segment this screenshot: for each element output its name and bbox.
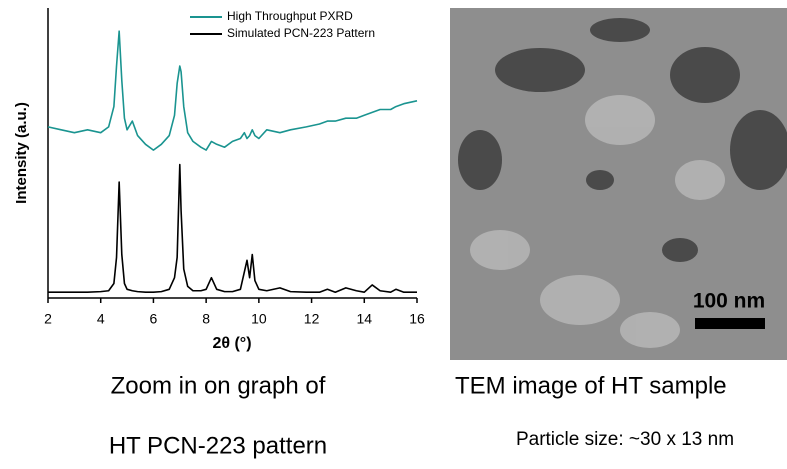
figure: 100 nm Zoom in on graph of HT PCN-223 pa… <box>0 0 787 464</box>
x-tick-label: 8 <box>202 311 210 327</box>
x-tick-label: 4 <box>97 311 105 327</box>
page: {"chart_data": {"type": "line", "x_label… <box>0 0 787 464</box>
x-tick-label: 10 <box>251 311 267 327</box>
scale-bar-label: 100 nm <box>693 290 765 313</box>
legend-label: Simulated PCN-223 Pattern <box>227 26 375 40</box>
x-tick-label: 2 <box>44 311 52 327</box>
x-tick-label: 14 <box>356 311 372 327</box>
data-line <box>48 31 417 150</box>
legend-label: High Throughput PXRD <box>227 9 353 23</box>
x-tick-label: 6 <box>150 311 158 327</box>
caption: Particle size: ~30 x 13 nm <box>516 429 734 450</box>
scale-bar <box>695 318 765 329</box>
caption: Zoom in on graph of <box>111 372 326 399</box>
data-line <box>48 165 417 293</box>
x-axis-label: 2θ (°) <box>212 335 251 352</box>
x-tick-label: 12 <box>304 311 320 327</box>
caption: HT PCN-223 pattern <box>109 432 327 459</box>
caption: TEM image of HT sample <box>455 372 727 399</box>
y-axis-label: Intensity (a.u.) <box>13 102 30 204</box>
x-tick-label: 16 <box>409 311 425 327</box>
tem-image: 100 nm <box>450 8 787 360</box>
